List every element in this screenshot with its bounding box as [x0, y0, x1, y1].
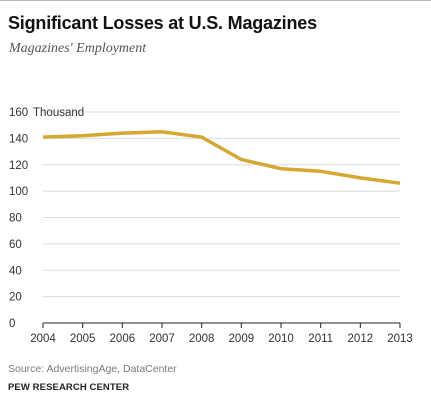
y-tick-label: 100: [9, 186, 28, 198]
y-tick-label: 120: [9, 160, 28, 172]
y-tick-label: 80: [9, 213, 22, 225]
y-tick-label: 140: [9, 133, 28, 145]
x-tick-label: 2013: [387, 333, 413, 345]
y-tick-label: 40: [9, 265, 22, 277]
y-tick-label: 60: [9, 239, 22, 251]
x-tick-label: 2010: [268, 333, 294, 345]
x-tick-label: 2012: [348, 333, 374, 345]
y-tick-label: 20: [9, 292, 22, 304]
series-line-employment: [42, 130, 401, 185]
x-tick-label: 2004: [30, 333, 56, 345]
x-tick-label: 2008: [189, 333, 215, 345]
y-unit-label: Thousand: [33, 107, 84, 119]
source-note: Source: AdvertisingAge, DataCenter: [8, 363, 177, 375]
y-tick-label: 160: [9, 107, 28, 119]
x-tick-label: 2007: [149, 333, 175, 345]
organization-name: PEW RESEARCH CENTER: [8, 382, 130, 393]
chart-title: Significant Losses at U.S. Magazines: [8, 13, 317, 33]
top-rule: [0, 0, 431, 1]
x-tick-label: 2006: [110, 333, 136, 345]
chart-subtitle: Magazines' Employment: [9, 41, 147, 56]
y-tick-label: 0: [9, 318, 15, 330]
x-tick-label: 2005: [70, 333, 96, 345]
x-tick-label: 2009: [229, 333, 255, 345]
x-tick-label: 2011: [308, 333, 333, 345]
